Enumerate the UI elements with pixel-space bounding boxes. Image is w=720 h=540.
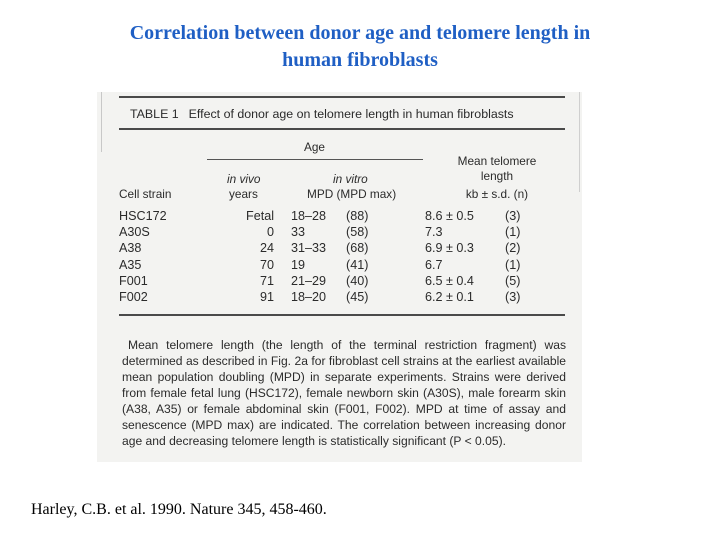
header-length-line1: Mean telomere xyxy=(457,154,537,168)
header-in-vivo-unit: years xyxy=(229,187,258,201)
table-row: F001 71 21–29 (40) 6.5 ± 0.4 (5) xyxy=(119,274,559,290)
table-body: HSC172 Fetal 18–28 (88) 8.6 ± 0.5 (3) A3… xyxy=(119,209,559,306)
bottom-rule xyxy=(119,314,565,316)
cell-strain: A38 xyxy=(119,241,142,256)
cell-length: 7.3 xyxy=(425,225,443,240)
header-in-vivo: in vivo xyxy=(227,172,261,186)
scanned-table-image: TABLE 1 Effect of donor age on telomere l… xyxy=(97,92,582,462)
cell-n: (3) xyxy=(505,209,521,223)
caption-rule xyxy=(119,128,565,130)
cell-n: (1) xyxy=(505,225,521,240)
age-span-rule xyxy=(207,159,423,160)
top-rule xyxy=(119,96,565,98)
cell-n: (2) xyxy=(505,241,521,256)
table-label: TABLE 1 xyxy=(130,107,179,121)
cell-in-vivo: 24 xyxy=(259,241,274,256)
cell-in-vivo: 71 xyxy=(259,273,274,288)
cell-mpd: 33 xyxy=(291,225,306,240)
cell-in-vivo: 0 xyxy=(266,225,274,240)
cell-strain: F001 xyxy=(119,273,148,288)
cell-mpd-max: (68) xyxy=(346,241,369,256)
header-length-unit: kb ± s.d. (n) xyxy=(465,187,529,201)
slide-title: Correlation between donor age and telome… xyxy=(60,20,660,74)
table-row: A35 70 19 (41) 6.7 (1) xyxy=(119,258,559,274)
cell-in-vivo: 91 xyxy=(259,289,274,304)
table-footnote: Mean telomere length (the length of the … xyxy=(122,338,566,448)
table-row: HSC172 Fetal 18–28 (88) 8.6 ± 0.5 (3) xyxy=(119,209,559,225)
header-in-vitro: in vitro xyxy=(333,172,368,186)
table-row: A38 24 31–33 (68) 6.9 ± 0.3 (2) xyxy=(119,241,559,257)
table-caption-text: Effect of donor age on telomere length i… xyxy=(188,107,514,121)
cell-mpd-max: (41) xyxy=(346,257,369,272)
cell-length: 6.9 ± 0.3 xyxy=(425,241,474,256)
cell-n: (1) xyxy=(505,257,521,272)
cell-in-vivo: 70 xyxy=(259,257,274,272)
cell-strain: A35 xyxy=(119,257,142,272)
scan-edge-left xyxy=(101,92,102,152)
cell-mpd-max: (88) xyxy=(346,209,369,223)
cell-length: 8.6 ± 0.5 xyxy=(425,209,474,223)
cell-length: 6.5 ± 0.4 xyxy=(425,273,474,288)
scan-edge-right xyxy=(579,92,580,192)
cell-length: 6.7 xyxy=(425,257,443,272)
cell-mpd: 18–20 xyxy=(291,289,327,304)
cell-n: (3) xyxy=(505,289,521,304)
header-in-vitro-unit: MPD (MPD max) xyxy=(307,187,397,201)
cell-n: (5) xyxy=(505,273,521,288)
cell-strain: A30S xyxy=(119,225,150,240)
cell-mpd-max: (40) xyxy=(346,273,369,288)
header-age: Age xyxy=(304,140,325,154)
cell-mpd: 21–29 xyxy=(291,273,327,288)
cell-mpd-max: (58) xyxy=(346,225,369,240)
citation: Harley, C.B. et al. 1990. Nature 345, 45… xyxy=(31,501,327,518)
slide-title-line1: Correlation between donor age and telome… xyxy=(129,22,591,44)
header-cell-strain: Cell strain xyxy=(119,187,172,201)
cell-mpd-max: (45) xyxy=(346,289,369,304)
slide-title-line2: human fibroblasts xyxy=(282,49,438,71)
cell-length: 6.2 ± 0.1 xyxy=(425,289,474,304)
table-row: A30S 0 33 (58) 7.3 (1) xyxy=(119,225,559,241)
cell-strain: F002 xyxy=(119,289,148,304)
table-row: F002 91 18–20 (45) 6.2 ± 0.1 (3) xyxy=(119,290,559,306)
cell-mpd: 31–33 xyxy=(291,241,327,256)
table-caption: TABLE 1 Effect of donor age on telomere l… xyxy=(130,107,514,121)
header-length-line2: length xyxy=(480,169,514,183)
cell-mpd: 18–28 xyxy=(291,209,327,223)
cell-strain: HSC172 xyxy=(119,209,167,223)
cell-in-vivo: Fetal xyxy=(246,209,274,223)
cell-mpd: 19 xyxy=(291,257,306,272)
